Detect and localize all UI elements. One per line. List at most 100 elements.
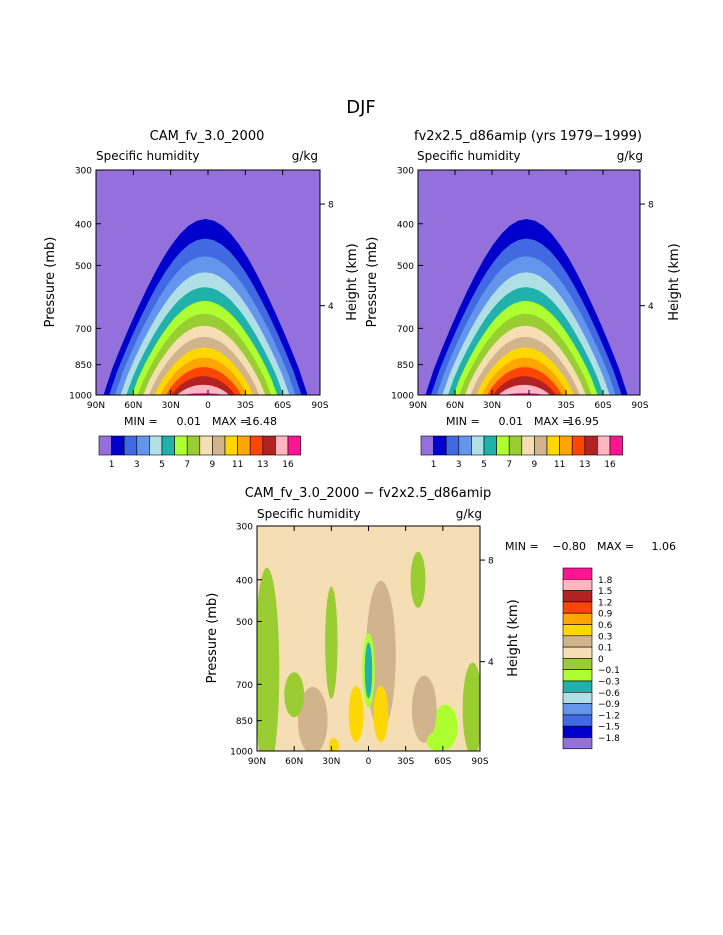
colorbar-label: 3 xyxy=(456,460,462,470)
panel-2-min-value: 0.01 xyxy=(499,415,524,428)
colorbar-cell xyxy=(562,578,593,591)
colorbar-label: −1.2 xyxy=(598,711,620,721)
y-tick-label: 300 xyxy=(75,167,92,177)
colorbar-cell xyxy=(161,435,175,456)
panel-2-units: g/kg xyxy=(617,149,643,163)
y-tick-label: 850 xyxy=(75,361,92,371)
colorbar-cell xyxy=(98,435,112,456)
diff-blob xyxy=(364,642,373,699)
y-tick-label: 400 xyxy=(236,576,253,586)
diff-blob xyxy=(462,662,480,751)
colorbar-cell xyxy=(562,669,593,682)
panel-2-stats: MIN = 0.01 MAX = 16.95 xyxy=(446,415,599,428)
diff-blob xyxy=(348,685,364,742)
colorbar-cell xyxy=(149,435,163,456)
colorbar-label: 0.6 xyxy=(598,621,613,631)
x-tick-label: 90S xyxy=(471,757,488,767)
colorbar-cell xyxy=(597,435,611,456)
diff-blob xyxy=(411,675,437,743)
colorbar-label: 0 xyxy=(598,655,604,665)
colorbar-label: 5 xyxy=(481,460,487,470)
field-layer xyxy=(257,526,480,751)
y-tick-label: 300 xyxy=(397,167,414,177)
colorbar-cell xyxy=(483,435,497,456)
colorbar-label: 1 xyxy=(109,460,115,470)
colorbar-label: 7 xyxy=(506,460,512,470)
x-tick-label: 90N xyxy=(87,401,105,411)
panel-1-title: CAM_fv_3.0_2000 xyxy=(150,129,265,144)
colorbar-label: 0.9 xyxy=(598,610,613,620)
x-tick-label: 0 xyxy=(205,401,211,411)
colorbar-label: −1.5 xyxy=(598,723,620,733)
colorbar-cell xyxy=(562,646,593,659)
panel-1: CAM_fv_3.0_2000 Specific humidity g/kg 3… xyxy=(43,129,360,470)
x-tick-label: 90S xyxy=(631,401,648,411)
x-tick-label: 30S xyxy=(557,401,574,411)
y-right-tick-label: 4 xyxy=(648,302,654,312)
colorbar-cell xyxy=(562,624,593,637)
diff-blob xyxy=(373,685,389,742)
colorbar-cell xyxy=(562,737,593,750)
y-tick-label: 700 xyxy=(397,325,414,335)
y-tick-label: 700 xyxy=(236,681,253,691)
panel-1-ylabel: Pressure (mb) xyxy=(43,237,58,328)
y-tick-label: 500 xyxy=(236,618,253,628)
colorbar-cell xyxy=(562,658,593,671)
x-tick-label: 60N xyxy=(446,401,464,411)
colorbar-cell xyxy=(433,435,447,456)
y-tick-label: 400 xyxy=(75,220,92,230)
panel-2-ylabel: Pressure (mb) xyxy=(365,237,380,328)
panel-3-min-value: −0.80 xyxy=(552,540,586,553)
y-right-tick-label: 4 xyxy=(488,658,494,668)
contour-band xyxy=(177,384,229,395)
panel-1-units: g/kg xyxy=(292,149,318,163)
colorbar-cell xyxy=(123,435,138,456)
x-tick-label: 0 xyxy=(526,401,532,411)
x-tick-label: 30S xyxy=(237,401,254,411)
diff-blob xyxy=(284,672,305,718)
colorbar-cell xyxy=(508,435,523,456)
x-tick-label: 30N xyxy=(322,757,340,767)
colorbar-label: 7 xyxy=(184,460,190,470)
colorbar-label: −0.6 xyxy=(598,689,620,699)
x-tick-label: 60S xyxy=(594,401,611,411)
colorbar-cell xyxy=(458,435,472,456)
colorbar-cell xyxy=(562,635,593,648)
panel-2-min-label: MIN = xyxy=(446,415,480,428)
y-tick-label: 500 xyxy=(397,262,414,272)
panel-1-max-label: MAX = xyxy=(212,415,249,428)
colorbar-cell xyxy=(562,567,593,580)
colorbar-cell xyxy=(237,435,251,456)
colorbar-label: 1.8 xyxy=(598,576,613,586)
colorbar-cell xyxy=(249,435,264,456)
x-tick-label: 60N xyxy=(124,401,142,411)
y-tick-label: 1000 xyxy=(69,392,92,402)
y-tick-label: 850 xyxy=(397,361,414,371)
x-tick-label: 60S xyxy=(274,401,291,411)
x-tick-label: 30S xyxy=(397,757,414,767)
colorbar-cell xyxy=(262,435,276,456)
panel-2-colorbar: 1 3 5 7 9 11 13 16 xyxy=(420,435,623,470)
contour-band xyxy=(498,384,550,395)
colorbar-label: 5 xyxy=(159,460,165,470)
diff-blob xyxy=(426,732,447,751)
colorbar-cell xyxy=(445,435,460,456)
colorbar-cell xyxy=(287,435,301,456)
colorbar-cell xyxy=(562,703,593,716)
colorbar-cell xyxy=(609,435,623,456)
y-right-tick-label: 4 xyxy=(328,302,334,312)
colorbar-label: 3 xyxy=(134,460,140,470)
colorbar-cell xyxy=(546,435,560,456)
diff-blob xyxy=(325,586,338,699)
x-tick-label: 90N xyxy=(248,757,266,767)
panel-3-stats: MIN = −0.80 MAX = 1.06 xyxy=(505,540,676,553)
colorbar-cell xyxy=(562,612,593,625)
colorbar-cell xyxy=(199,435,213,456)
plot-frame xyxy=(256,525,481,752)
colorbar-label: 9 xyxy=(532,460,538,470)
colorbar-label: 11 xyxy=(554,460,565,470)
colorbar-cell xyxy=(562,601,593,614)
